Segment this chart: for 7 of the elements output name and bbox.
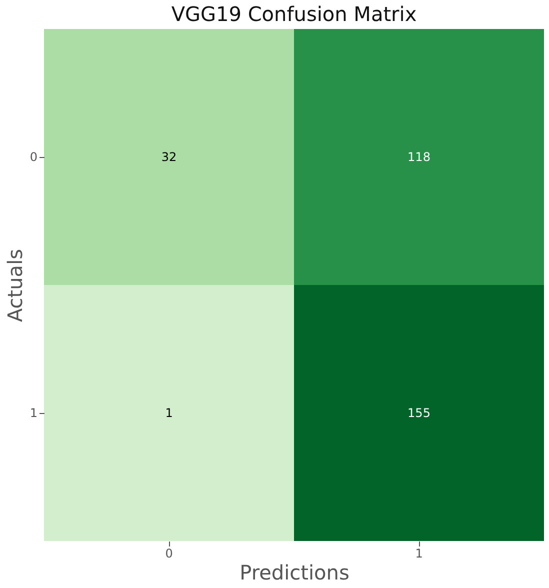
y-axis-title: Actuals: [2, 248, 27, 322]
x-axis-title: Predictions: [240, 560, 350, 584]
data-label: 32: [161, 150, 177, 164]
chart-title: VGG19 Confusion Matrix: [171, 2, 417, 26]
data-label: 118: [408, 150, 430, 164]
data-label: 155: [408, 406, 430, 420]
data-label: 1: [165, 406, 173, 420]
